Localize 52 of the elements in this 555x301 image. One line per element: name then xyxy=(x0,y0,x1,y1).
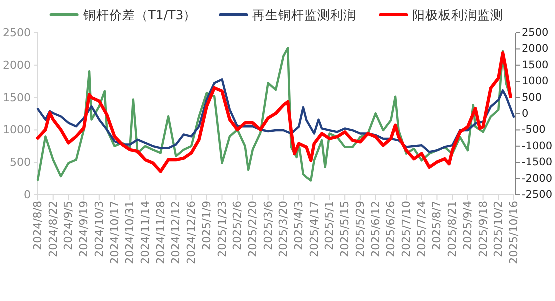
y2-tick-label: -1000 xyxy=(522,140,553,152)
x-tick-label: 2024/10/17 xyxy=(108,201,122,264)
x-tick-label: 2025/8/7 xyxy=(430,201,444,250)
x-tick-label: 2025/7/24 xyxy=(415,201,428,258)
x-tick-label: 2025/2/6 xyxy=(231,201,244,250)
x-tick-label: 2024/9/5 xyxy=(62,201,76,250)
x-tick-label: 2025/4/3 xyxy=(292,201,306,250)
y2-tick-label: 2500 xyxy=(522,27,549,39)
y2-tick-label: 500 xyxy=(522,92,542,104)
y2-tick-label: 2000 xyxy=(522,43,549,56)
x-tick-label: 2024/10/3 xyxy=(92,201,106,258)
y2-tick-label: 1500 xyxy=(522,59,549,72)
x-tick-label: 2025/5/15 xyxy=(338,201,352,258)
x-tick-label: 2025/9/18 xyxy=(476,201,490,258)
x-tick-label: 2025/8/21 xyxy=(446,201,460,258)
x-tick-label: 2025/3/20 xyxy=(277,201,290,258)
x-tick-label: 2025/6/26 xyxy=(384,201,398,258)
y-tick-label: 1000 xyxy=(3,124,31,137)
y2-tick-label: -1500 xyxy=(522,156,553,169)
x-tick-label: 2025/2/20 xyxy=(246,201,260,258)
x-tick-label: 2025/3/6 xyxy=(262,201,275,250)
legend-label: 再生铜杆监测利润 xyxy=(252,8,357,22)
y-tick-label: 2500 xyxy=(3,26,31,40)
y-tick-label: 0 xyxy=(24,188,31,202)
x-tick-label: 2025/5/29 xyxy=(354,201,367,258)
y-tick-label: 500 xyxy=(10,156,31,170)
x-tick-label: 2025/7/10 xyxy=(400,201,414,258)
x-tick-label: 2025/1/23 xyxy=(216,201,229,258)
x-tick-label: 2024/12/12 xyxy=(170,201,183,264)
x-tick-label: 2025/10/2 xyxy=(492,201,506,258)
x-tick-label: 2025/10/16 xyxy=(508,201,520,264)
y2-tick-label: 1000 xyxy=(522,76,549,88)
x-tick-label: 2024/11/14 xyxy=(138,201,152,264)
y2-tick-label: -500 xyxy=(522,124,546,136)
x-tick-label: 2024/10/31 xyxy=(124,201,137,264)
y-tick-label: 1500 xyxy=(3,91,31,104)
y2-tick-label: 0 xyxy=(522,108,529,120)
y2-tick-label: -2000 xyxy=(522,172,553,185)
x-tick-label: 2024/8/22 xyxy=(46,201,60,258)
legend-label: 铜杆价差（T1/T3） xyxy=(82,8,197,22)
x-tick-label: 2024/9/19 xyxy=(78,201,91,258)
x-tick-label: 2025/6/12 xyxy=(369,201,382,258)
x-tick-label: 2025/9/4 xyxy=(461,201,474,250)
x-tick-label: 2024/8/8 xyxy=(32,201,44,250)
x-tick-label: 2025/5/1 xyxy=(323,201,336,250)
y2-tick-label: -2500 xyxy=(522,189,553,201)
x-tick-label: 2025/1/9 xyxy=(200,201,214,250)
x-tick-label: 2024/11/28 xyxy=(154,201,168,264)
x-tick-label: 2025/4/17 xyxy=(308,201,321,258)
legend-label: 阳极板利润监测 xyxy=(412,8,504,22)
x-tick-label: 2024/12/26 xyxy=(185,201,198,264)
y-tick-label: 2000 xyxy=(3,58,31,72)
